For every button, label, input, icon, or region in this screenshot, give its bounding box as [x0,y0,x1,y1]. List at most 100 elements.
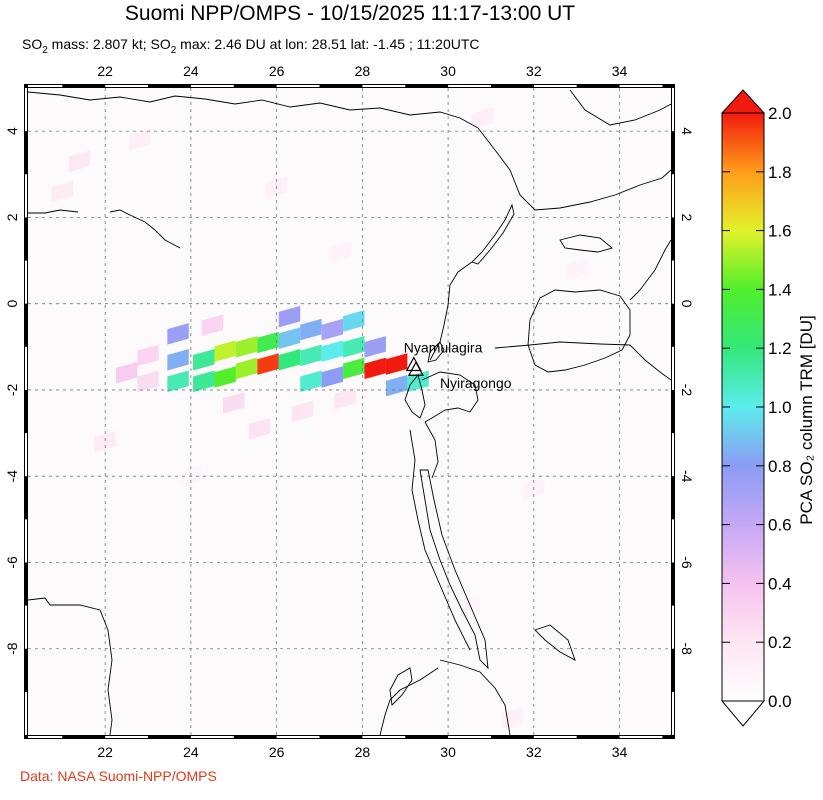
lon-tick-label: 34 [612,744,628,760]
so2-mass-text: mass: 2.807 kt; SO [47,36,171,52]
border-segment [25,691,27,735]
lat-tick-label-left: 4 [4,127,20,135]
lat-tick-label-left: 0 [4,300,20,308]
border-segment [190,85,234,87]
border-south-sudan [477,127,671,211]
map-subtitle: SO2 mass: 2.807 kt; SO2 max: 2.46 DU at … [22,36,480,56]
so2-mass-subscript: 2 [42,44,48,56]
lake-kivu [404,374,426,419]
so2-pixel [257,331,279,354]
border-uganda-kenya [629,239,671,301]
border-drc-tanzania [409,429,471,651]
colorbar-tick-label: 0.0 [768,692,792,711]
lat-tick-label-left: -2 [4,383,20,396]
colorbar-tick-label: 1.6 [768,222,792,241]
so2-pixel [291,400,314,423]
border-segment [619,85,663,87]
lon-tick-label: 22 [97,744,113,760]
lon-tick-label: 30 [440,63,456,79]
so2-pixel [501,706,524,729]
border-burundi [424,421,439,479]
lake-edward [427,341,445,363]
colorbar-tick-label: 1.8 [768,163,792,182]
lon-tick-label: 26 [269,63,285,79]
border-segment [672,691,674,735]
lon-tick-label: 28 [355,744,371,760]
border-segment [25,433,27,477]
volcano-label: Nyamulagira [404,339,483,355]
lat-tick-label-left: -6 [4,556,20,569]
border-upper-east [569,89,671,126]
border-segment [448,85,491,87]
lat-tick-label-left: -4 [4,470,20,483]
so2-pixel-layer [51,107,588,729]
coastlines-and-borders [28,89,671,735]
lon-tick-label: 32 [526,744,542,760]
so2-pixel [278,327,301,349]
so2-pixel [257,353,279,375]
border-tanzania-zambia [439,659,511,735]
border-segment [25,260,27,304]
lat-tick-label-right: -6 [679,556,695,569]
so2-pixel [407,370,429,393]
so2-pixel [167,370,189,393]
so2-pixel [193,348,215,371]
border-segment [533,736,577,738]
border-kenya-tanzania [629,344,671,381]
so2-pixel [248,417,271,440]
so2-pixel [300,318,322,341]
lat-tick-label-right: -2 [679,384,695,397]
so2-pixel [137,344,159,367]
colorbar-tick-label: 1.4 [768,280,792,299]
border-segment [25,605,27,649]
lake-victoria [527,289,631,373]
colorbar-tick-label: 0.2 [768,633,792,652]
border-segment [25,174,27,218]
colorbar-top-arrow [720,89,766,114]
so2-pixel [565,258,588,280]
border-segment [25,519,27,563]
border-segment [672,174,674,218]
border-segment [672,346,674,390]
so2-pixel [471,107,494,129]
so2-pixel [343,310,365,332]
colorbar-tick-label: 1.2 [768,339,792,358]
lake-tanganyika [419,469,489,670]
border-segment [25,88,27,132]
so2-pixel [128,128,151,151]
lake-kyoga [559,234,613,253]
so2-pixel [300,344,322,367]
so2-pixel [458,594,481,617]
border-segment [105,85,149,87]
so2-pixel [364,336,386,358]
so2-pixel [94,430,116,453]
so2-pixel [343,336,365,358]
map-title: Suomi NPP/OMPS - 10/15/2025 11:17-13:00 … [124,2,576,25]
so2-pixel [193,370,215,393]
colorbar-tick-label: 0.6 [768,516,792,535]
volcano-markers: Nyamulagira Nyiragongo [404,339,512,391]
so2-pixel [334,387,356,410]
border-segment [672,519,674,563]
border-drc-zambia [379,667,439,735]
border-segment [619,736,663,738]
border-segment [28,85,63,87]
so2-pixel [364,357,386,380]
so2-pixel [137,370,159,393]
lon-tick-label: 32 [526,63,542,79]
border-segment [276,736,320,738]
border-car-drc [28,91,479,129]
so2-max-text: max: 2.46 DU at lon: 28.51 lat: -1.45 ; … [176,36,480,52]
lon-tick-label: 30 [440,744,456,760]
so2-pixel [68,150,91,173]
so2-pixel [278,348,301,371]
so2-pixel [51,180,74,203]
border-segment [533,85,577,87]
so2-pixel [278,305,301,328]
so2-pixel [330,241,352,263]
border-uganda-tanzania [494,341,631,349]
so2-pixel [223,392,245,414]
lon-tick-label: 24 [183,63,199,79]
lon-tick-label: 34 [612,63,628,79]
